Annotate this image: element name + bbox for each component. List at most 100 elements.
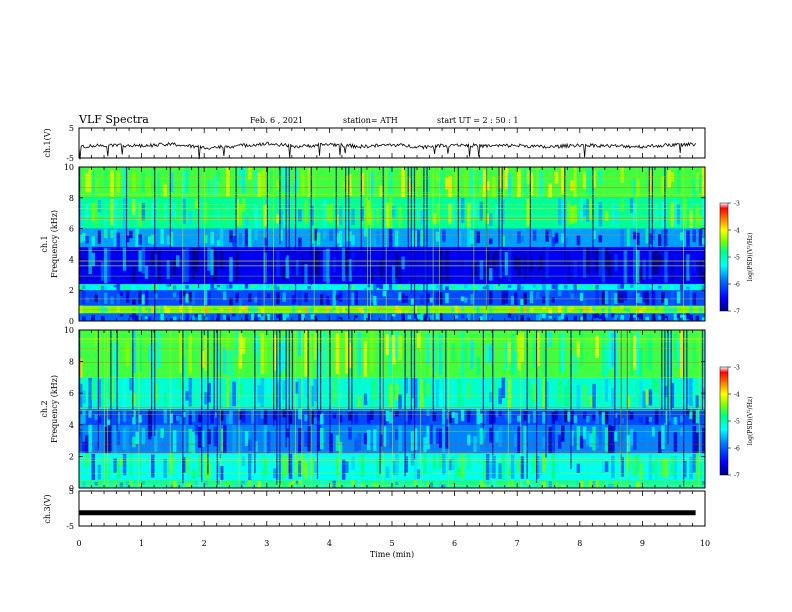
spectrogram-cell <box>586 431 590 446</box>
spectrogram-cell <box>542 307 546 310</box>
spectrogram-cell <box>426 426 430 450</box>
spectrogram-cell <box>251 409 255 424</box>
spectrogram-cell <box>564 314 568 321</box>
spectrogram-cell <box>326 481 330 488</box>
spectrogram-cell <box>366 284 371 288</box>
spectrogram-cell <box>392 334 396 364</box>
spectrogram-cell <box>94 482 99 486</box>
y-tick-label: 0 <box>69 484 74 493</box>
spectrogram-cell <box>479 306 484 313</box>
x-tick-label: 3 <box>264 539 269 548</box>
spectrogram-cell <box>535 332 540 367</box>
spectrogram-cell <box>457 307 462 312</box>
spectrogram-cell <box>470 286 474 289</box>
spectrogram-cell <box>329 433 333 453</box>
spectrogram-cell <box>345 175 349 195</box>
spectrogram-dark-streak <box>482 330 484 429</box>
spectrogram-cell <box>417 333 421 348</box>
spectrogram-cell <box>263 409 268 425</box>
spectrogram-cell <box>686 230 690 247</box>
spectrogram-cell <box>611 291 615 306</box>
spectrogram-cell <box>514 433 518 447</box>
spectrogram-cell <box>561 313 565 320</box>
spectrogram-cell <box>116 306 121 312</box>
spectrogram-cell <box>338 379 343 406</box>
spectrogram-cell <box>651 290 656 306</box>
spectrogram-dark-streak <box>382 167 384 277</box>
spectrogram-cell <box>423 437 427 453</box>
spectrogram-cell <box>695 395 700 408</box>
spectrogram-cell <box>282 313 286 321</box>
spectrogram-cell <box>288 284 293 291</box>
spectrogram-cell <box>188 428 193 453</box>
spectrogram-cell <box>122 377 127 409</box>
spectrogram-cell <box>595 313 599 319</box>
spectrogram-cell <box>85 285 89 289</box>
spectrogram-cell <box>673 455 678 480</box>
spectrogram-cell <box>695 284 700 290</box>
spectrogram-cell <box>410 331 415 376</box>
spectrogram-cell <box>426 175 430 193</box>
spectrogram-cell <box>698 285 703 291</box>
spectrogram-cell <box>204 480 208 487</box>
spectrogram-cell <box>329 260 333 278</box>
spectrogram-cell <box>561 167 565 195</box>
spectrogram-cell <box>150 234 155 245</box>
spectrogram-cell <box>188 305 193 313</box>
spectrogram-cell <box>260 170 265 196</box>
spectrogram-cell <box>94 442 99 453</box>
spectrogram-cell <box>457 379 462 407</box>
spectrogram-dark-streak <box>197 167 200 288</box>
spectrogram-cell <box>570 409 574 425</box>
spectrogram-cell <box>79 201 83 229</box>
spectrogram-cell <box>539 482 543 487</box>
spectrogram-cell <box>554 331 559 377</box>
spectrogram-cell <box>457 230 462 247</box>
spectrogram-cell <box>266 377 271 395</box>
spectrogram-cell <box>370 313 374 321</box>
spectrogram-cell <box>626 308 631 313</box>
spectrogram-cell <box>104 463 108 480</box>
spectrogram-cell <box>664 305 668 313</box>
spectrogram-cell <box>529 316 534 321</box>
spectrogram-bright-streak <box>420 330 422 488</box>
spectrogram-cell <box>97 230 102 244</box>
spectrogram-cell <box>636 454 640 473</box>
spectrogram-cell <box>636 481 640 488</box>
spectrogram-cell <box>692 175 697 198</box>
spectrogram-cell <box>113 342 117 377</box>
spectrogram-cell <box>676 291 681 304</box>
spectrogram-cell <box>564 305 568 314</box>
spectrogram-cell <box>448 203 452 225</box>
spectrogram-cell <box>257 284 261 287</box>
spectrogram-cell <box>676 204 681 225</box>
spectrogram-cell <box>104 306 108 312</box>
spectrogram-dark-streak <box>97 330 99 451</box>
ch1-spectrogram-image <box>79 167 705 321</box>
spectrogram-cell <box>648 288 653 291</box>
spectrogram-cell <box>323 293 327 304</box>
spectrogram-cell <box>229 392 233 409</box>
spectrogram-cell <box>279 480 283 488</box>
spectrogram-cell <box>138 415 142 423</box>
spectrogram-cell <box>176 295 180 301</box>
spectrogram-cell <box>138 250 142 272</box>
spectrogram-cell <box>623 482 628 486</box>
spectrogram-cell <box>113 200 117 227</box>
spectrogram-cell <box>332 307 337 311</box>
spectrogram-cell <box>626 396 631 407</box>
spectrogram-dark-streak <box>79 167 81 281</box>
spectrogram-cell <box>604 461 609 473</box>
spectrogram-cell <box>282 292 286 302</box>
spectrogram-cell <box>254 306 258 312</box>
spectrogram-cell <box>701 238 705 245</box>
spectrogram-cell <box>251 305 255 314</box>
spectrogram-cell <box>82 409 86 424</box>
spectrogram-cell <box>132 436 136 448</box>
spectrogram-cell <box>179 290 183 305</box>
spectrogram-cell <box>567 379 571 406</box>
spectrogram-cell <box>379 377 384 408</box>
spectrogram-cell <box>82 441 86 453</box>
spectrogram-bright-streak <box>392 330 393 488</box>
spectrogram-cell <box>104 292 108 304</box>
